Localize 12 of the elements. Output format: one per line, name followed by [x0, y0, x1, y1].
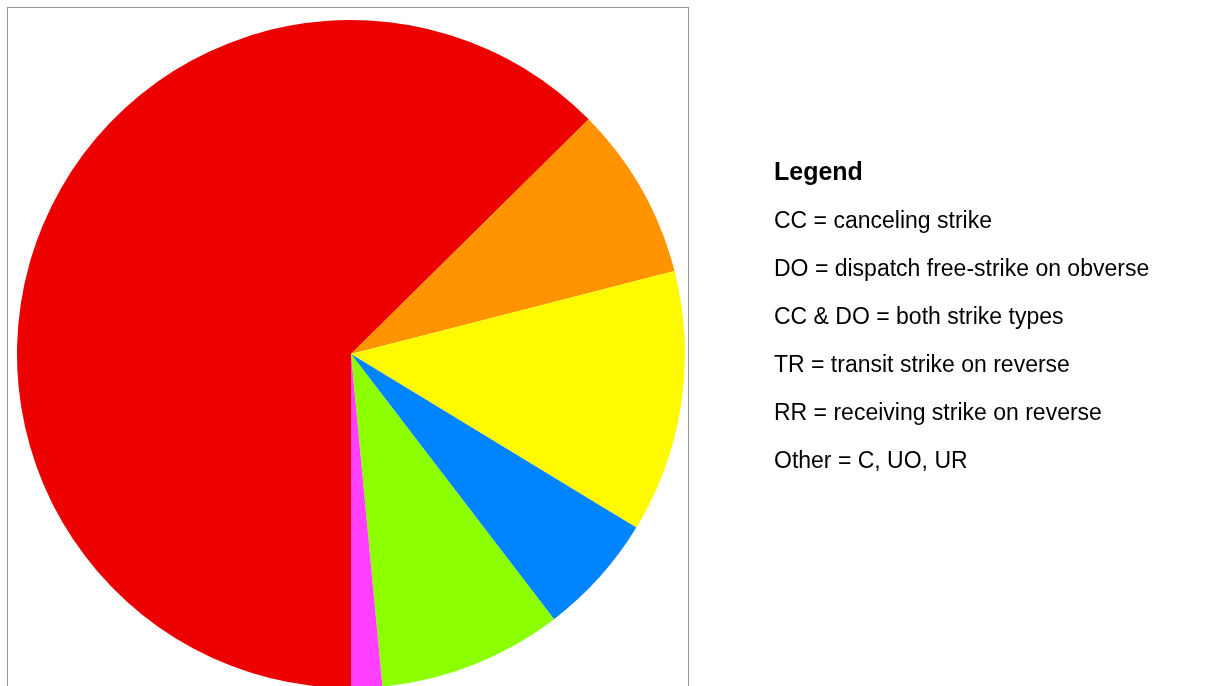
text: RR = receiving strike on reverse — [774, 398, 1103, 427]
pie-slice — [17, 20, 589, 686]
text: Legend — [774, 156, 864, 187]
pie-slice — [351, 270, 685, 528]
text: TR = transit strike on reverse — [774, 350, 1071, 379]
text: CC & DO = both strike types — [774, 302, 1065, 331]
pie-slice — [351, 354, 555, 686]
text: DO = dispatch free-strike on obverse — [774, 254, 1150, 283]
pie-slice — [351, 119, 675, 354]
pie-slice — [351, 354, 637, 620]
text: Other = C, UO, UR — [774, 446, 969, 475]
text: CC = canceling strike — [774, 206, 993, 235]
